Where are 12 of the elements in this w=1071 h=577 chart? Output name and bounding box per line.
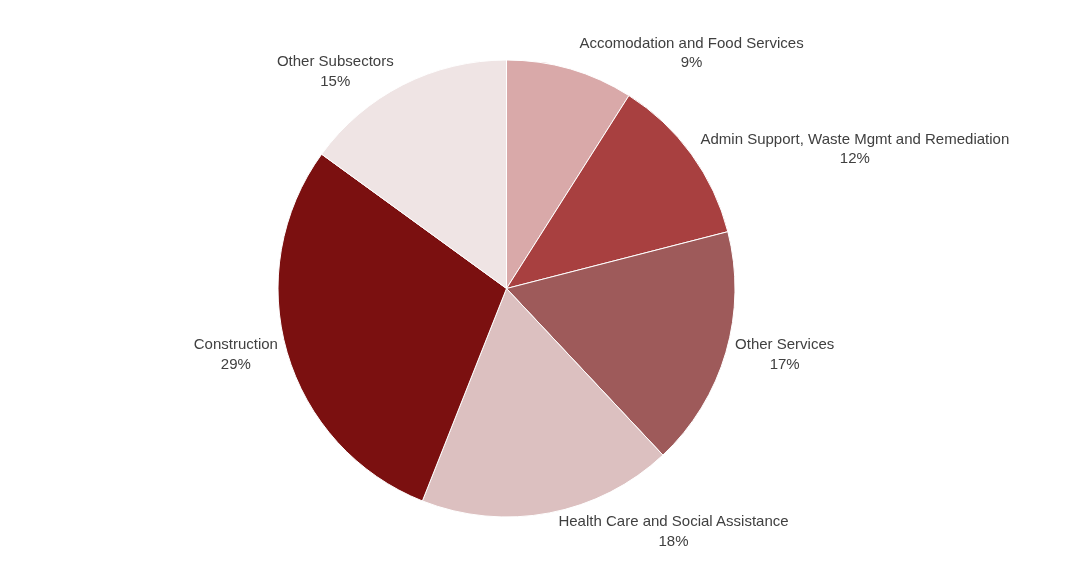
data-label: 9% (680, 53, 703, 71)
data-label: 12% (839, 149, 870, 167)
data-label: 29% (220, 354, 251, 372)
slice-label: Other Subsectors (276, 52, 394, 70)
slice-label: Accomodation and Food Services (579, 33, 804, 51)
slice-label: Construction (193, 335, 278, 353)
data-label: 17% (769, 354, 800, 372)
slice-label: Health Care and Social Assistance (558, 512, 789, 530)
data-label: 18% (658, 531, 689, 549)
data-label: 15% (320, 71, 351, 89)
slice-label: Other Services (735, 335, 835, 353)
slice-label: Admin Support, Waste Mgmt and Remediation (700, 129, 1010, 147)
